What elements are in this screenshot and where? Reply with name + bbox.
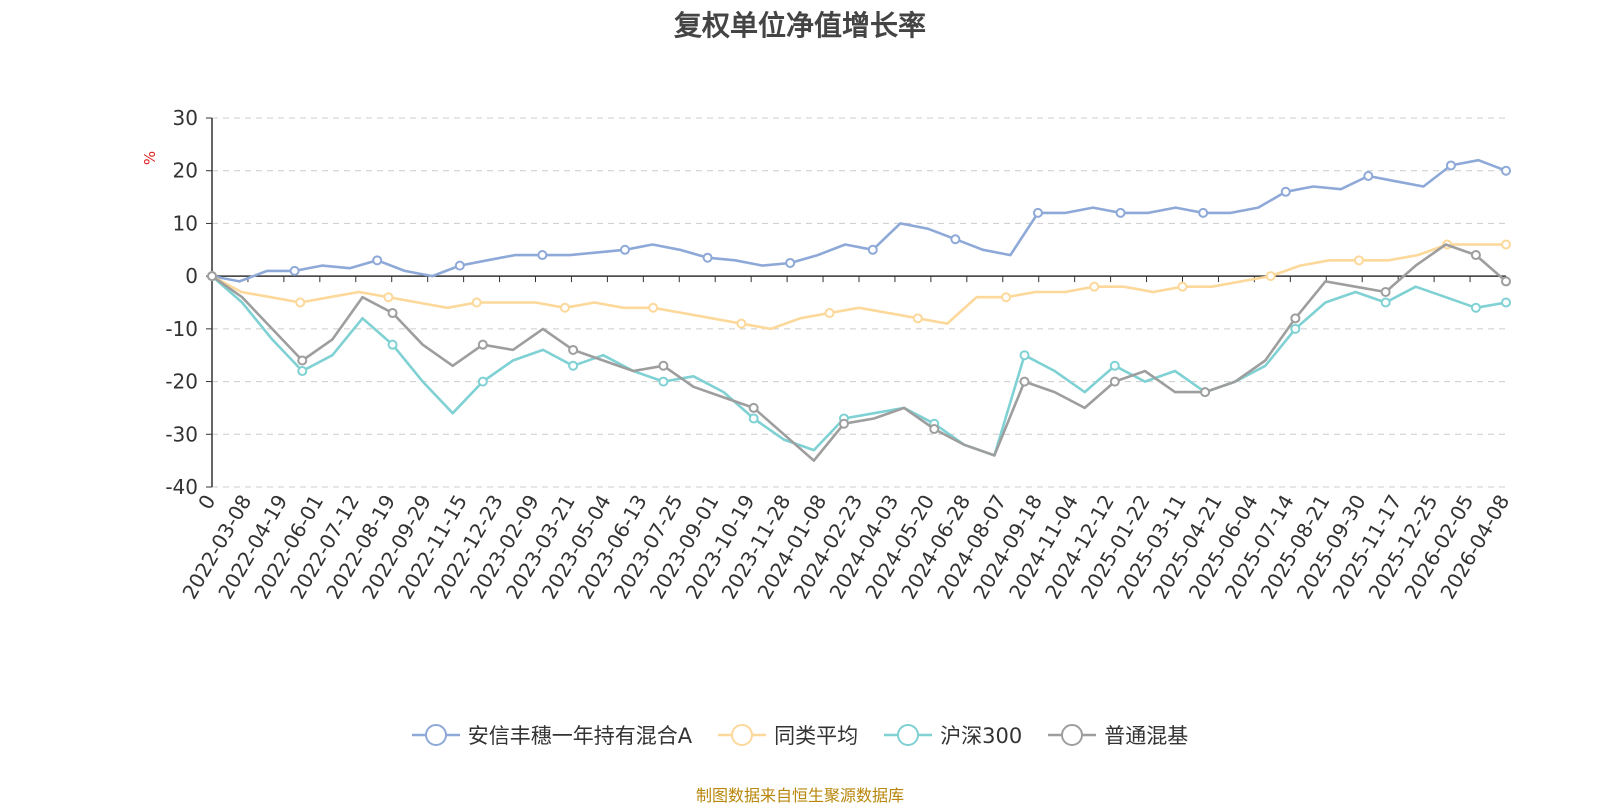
series-point <box>387 339 398 350</box>
chart-title: 复权单位净值增长率 <box>673 9 926 42</box>
series-point <box>1109 360 1120 371</box>
series-line-3 <box>211 275 1507 457</box>
series-point <box>383 292 394 303</box>
series-point <box>658 376 669 387</box>
series-point <box>1445 160 1456 171</box>
legend-swatch <box>411 724 460 746</box>
series-point <box>387 308 398 319</box>
series-point <box>477 376 488 387</box>
series-point <box>1290 323 1301 334</box>
series-point <box>297 355 308 366</box>
y-tick-label: 20 <box>173 159 198 183</box>
series-point <box>1380 297 1391 308</box>
series-point <box>207 271 217 282</box>
legend-item[interactable]: 安信丰穗一年持有混合A <box>411 720 693 750</box>
legend-item[interactable]: 沪深300 <box>884 720 1022 750</box>
series-point <box>471 297 482 308</box>
series-point <box>824 308 835 319</box>
y-axis-label: % <box>141 151 159 165</box>
y-tick-label: -10 <box>165 317 198 341</box>
series-point <box>1265 271 1276 282</box>
series-point <box>1200 387 1211 398</box>
series-point <box>568 344 579 355</box>
series-point <box>1353 255 1364 266</box>
series-point <box>1109 376 1120 387</box>
series-point <box>838 418 849 429</box>
legend-swatch <box>718 724 767 746</box>
series-point <box>1177 281 1188 292</box>
y-tick-label: -20 <box>165 370 198 394</box>
legend-label: 同类平均 <box>774 724 859 748</box>
series-line-2 <box>211 243 1506 331</box>
y-tick-label: -40 <box>165 475 198 499</box>
y-tick-label: 0 <box>185 264 198 288</box>
source-note: 制图数据来自恒生聚源数据库 <box>695 786 904 805</box>
series-point <box>736 318 747 329</box>
series-point <box>1501 297 1511 308</box>
series-point <box>748 413 759 424</box>
x-tick-label: 0 <box>193 491 220 514</box>
series-point <box>537 250 548 261</box>
series-point <box>372 255 383 266</box>
series-point <box>658 360 669 371</box>
series-point <box>1001 292 1012 303</box>
legend-label: 安信丰穗一年持有混合A <box>467 724 693 748</box>
series-point <box>1280 186 1291 197</box>
series-point <box>648 302 659 313</box>
series-point <box>477 339 488 350</box>
series-point <box>1470 302 1481 313</box>
series-point <box>1115 207 1126 218</box>
series-point <box>1032 207 1043 218</box>
series-point <box>1501 276 1511 287</box>
series-point <box>1089 281 1100 292</box>
series-point <box>912 313 923 324</box>
series-point <box>1501 239 1511 250</box>
series-point <box>568 360 579 371</box>
series-point <box>1019 376 1030 387</box>
series-point <box>559 302 570 313</box>
y-tick-label: 30 <box>173 106 198 130</box>
series-point <box>619 244 630 255</box>
series-point <box>867 244 878 255</box>
line-chart: 3020100-10-20-30-40%02022-03-082022-04-1… <box>141 106 1514 603</box>
y-tick-label: -30 <box>165 422 198 446</box>
series-point <box>1019 350 1030 361</box>
legend-item[interactable]: 同类平均 <box>718 720 858 750</box>
legend-item[interactable]: 普通混基 <box>1048 720 1188 750</box>
series-point <box>289 265 300 276</box>
series-point <box>295 297 306 308</box>
series-point <box>785 257 796 268</box>
legend-swatch <box>884 724 933 746</box>
series-point <box>748 402 759 413</box>
series-line-4 <box>211 243 1507 462</box>
series-point <box>1380 286 1391 297</box>
series-point <box>702 252 713 263</box>
series-point <box>1501 165 1511 176</box>
series-point <box>929 424 940 435</box>
series-point <box>454 260 465 271</box>
legend-label: 普通混基 <box>1104 724 1189 748</box>
legend-swatch <box>1048 724 1097 746</box>
y-tick-label: 10 <box>173 211 198 235</box>
series-point <box>1198 207 1209 218</box>
series-point <box>950 234 961 245</box>
legend-label: 沪深300 <box>940 724 1023 748</box>
series-point <box>1290 313 1301 324</box>
series-point <box>297 366 308 377</box>
legend: 安信丰穗一年持有混合A 同类平均 沪深300 普通混基 <box>0 720 1600 750</box>
series-point <box>1470 250 1481 261</box>
series-point <box>1363 170 1374 181</box>
